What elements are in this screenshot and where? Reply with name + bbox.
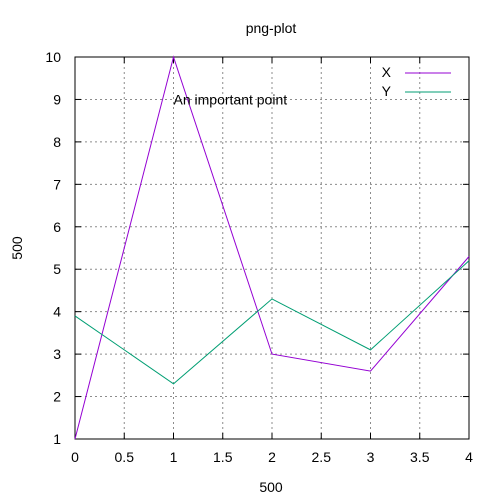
x-tick-label: 0 [71, 449, 79, 465]
y-tick-label: 8 [53, 134, 61, 150]
labels-layer: 0 0.5 1 1.5 2 2.5 3 3.5 4 1 2 3 4 5 6 7 8 9 10 [45, 49, 473, 465]
x-axis-title: 500 [259, 479, 283, 495]
y-tick-label: 1 [53, 431, 61, 447]
x-tick-label: 4 [465, 449, 473, 465]
y-tick-label: 6 [53, 219, 61, 235]
axis-layer [74, 56, 470, 440]
series-line-y [74, 260, 470, 385]
y-tick-label: 4 [53, 304, 61, 320]
y-tick-label: 7 [53, 176, 61, 192]
y-tick-label: 3 [53, 346, 61, 362]
y-tick-label: 2 [53, 389, 61, 405]
y-tick-label: 10 [45, 49, 61, 65]
x-tick-label: 1.5 [213, 449, 233, 465]
x-tick-label: 2 [268, 449, 276, 465]
x-tick-label: 2.5 [312, 449, 332, 465]
x-tick-label: 3 [367, 449, 375, 465]
chart-title: png-plot [246, 20, 297, 36]
x-tick-label: 1 [170, 449, 178, 465]
y-tick-label: 9 [53, 91, 61, 107]
legend-layer: XY [382, 64, 451, 99]
x-tick-label: 0.5 [115, 449, 135, 465]
annotation-label: An important point [174, 91, 288, 107]
series-line-x [74, 55, 470, 440]
x-tick-label: 3.5 [410, 449, 430, 465]
y-tick-label: 5 [53, 261, 61, 277]
series-layer [74, 55, 470, 440]
y-axis-title: 500 [9, 236, 25, 260]
legend-label-x: X [382, 64, 392, 80]
legend-label-y: Y [382, 83, 392, 99]
grid-layer [75, 57, 469, 439]
